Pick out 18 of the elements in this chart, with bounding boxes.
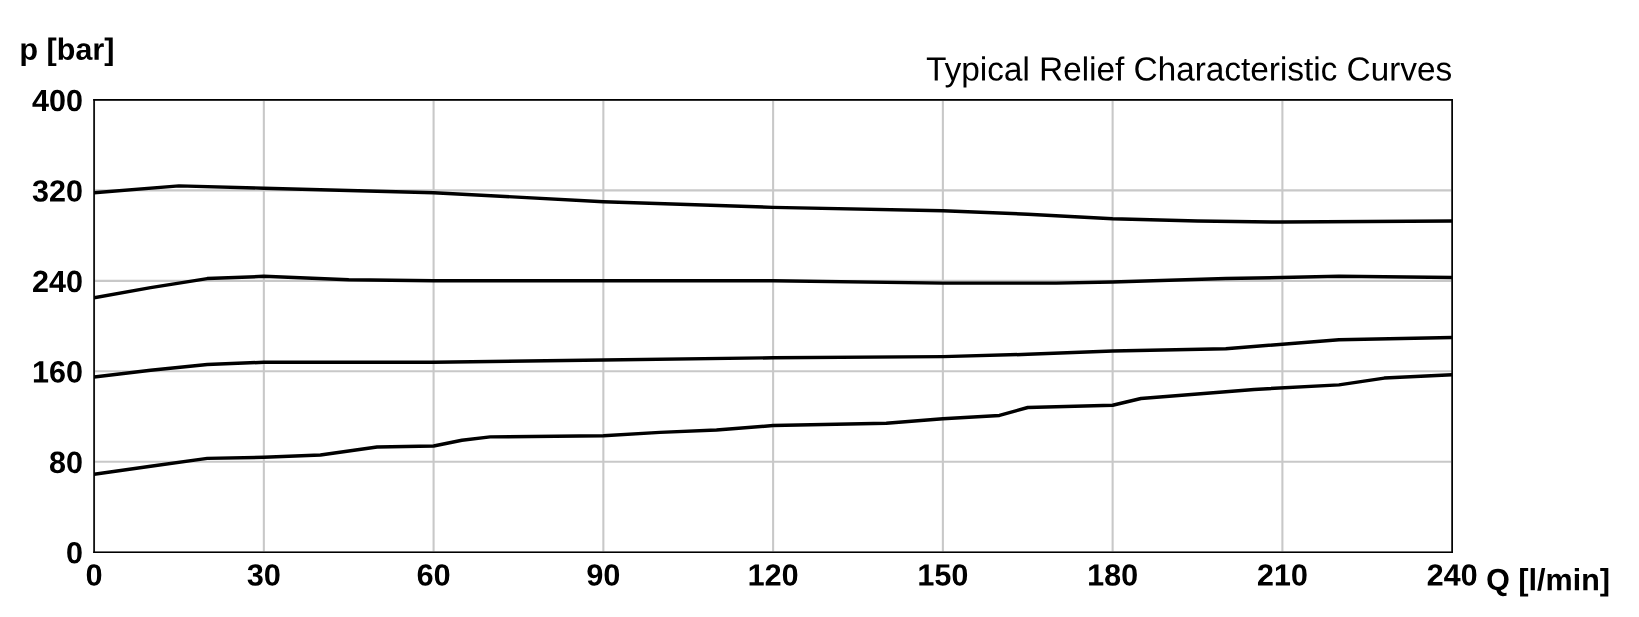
x-tick-label: 240	[1427, 564, 1477, 586]
y-tick-label: 0	[67, 541, 82, 564]
x-tick-label: 0	[86, 564, 102, 586]
y-tick-label: 400	[32, 89, 82, 112]
x-tick-label: 120	[749, 564, 798, 586]
y-tick-label: 240	[33, 270, 82, 293]
y-tick-label: 80	[49, 451, 82, 474]
x-tick-label: 150	[919, 564, 968, 586]
y-tick-label: 160	[33, 361, 82, 383]
x-tick-label: 90	[587, 564, 620, 586]
x-tick-label: 30	[247, 564, 280, 586]
x-tick-label: 60	[417, 564, 450, 586]
x-tick-label: 210	[1257, 564, 1307, 586]
x-tick-label: 180	[1089, 564, 1137, 586]
chart-title: Typical Relief Characteristic Curves	[926, 56, 1451, 88]
x-axis-title: Q [l/min]	[1487, 568, 1609, 597]
y-tick-label: 320	[32, 180, 82, 202]
y-axis-title: p [bar]	[21, 37, 113, 67]
